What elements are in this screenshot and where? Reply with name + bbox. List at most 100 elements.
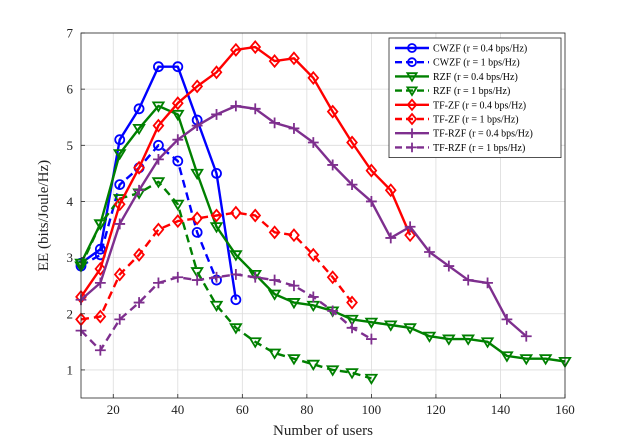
data-point — [172, 61, 184, 73]
data-point — [519, 354, 534, 366]
legend-entry: RZF (r = 0.4 bps/Hz) — [395, 72, 518, 83]
data-point — [307, 137, 319, 148]
legend-label: TF-ZF (r = 0.4 bps/Hz) — [433, 100, 526, 111]
data-point — [482, 277, 493, 289]
data-point — [113, 197, 126, 212]
legend-marker — [407, 43, 417, 53]
series-line — [80, 65, 238, 300]
data-point — [210, 65, 223, 80]
series-line — [80, 104, 528, 338]
data-point — [249, 271, 261, 283]
data-point — [172, 271, 184, 283]
legend-entry: TF-ZF (r = 0.4 bps/Hz) — [395, 98, 526, 112]
data-point — [229, 42, 242, 57]
data-point — [424, 246, 435, 258]
data-point — [288, 228, 300, 243]
data-point — [346, 295, 358, 310]
data-point — [480, 337, 495, 349]
data-point — [94, 243, 106, 255]
x-tick-label: 80 — [300, 402, 313, 417]
legend-box — [388, 37, 562, 158]
data-point — [151, 177, 166, 189]
data-point — [211, 271, 222, 283]
legend-entry: CWZF (r = 0.4 bps/Hz) — [395, 43, 527, 55]
data-point — [248, 337, 263, 349]
data-point — [133, 160, 145, 175]
data-point — [171, 96, 184, 111]
data-point — [230, 294, 242, 306]
y-tick-label: 1 — [67, 362, 74, 377]
data-point — [172, 134, 184, 146]
data-point — [172, 155, 184, 167]
y-tick-label: 5 — [67, 138, 74, 153]
legend-marker — [407, 142, 417, 153]
data-point — [94, 261, 107, 276]
legend-marker — [405, 86, 419, 97]
plot-frame — [80, 32, 566, 399]
y-tick-label: 7 — [67, 26, 74, 41]
data-point — [287, 298, 301, 310]
x-axis-label: Number of users — [273, 423, 373, 439]
data-point — [190, 168, 204, 181]
data-point — [229, 323, 243, 335]
data-point — [442, 334, 456, 346]
data-point — [500, 351, 514, 363]
data-point — [269, 117, 280, 129]
x-tick-label: 40 — [171, 402, 184, 417]
data-point — [114, 218, 126, 230]
y-tick-label: 6 — [67, 82, 74, 97]
data-point — [209, 222, 224, 234]
data-point — [171, 109, 185, 122]
data-point — [346, 322, 358, 334]
data-point — [93, 219, 108, 231]
data-point — [153, 139, 164, 151]
data-point — [306, 359, 321, 371]
data-point — [325, 365, 340, 377]
data-point — [268, 54, 281, 69]
data-point — [364, 317, 379, 329]
legend-entry: CWZF (r = 1 bps/Hz) — [395, 57, 520, 69]
data-point — [153, 61, 164, 73]
legend-marker — [407, 57, 417, 68]
series-8 — [75, 269, 377, 356]
data-point — [191, 211, 204, 226]
data-point — [190, 267, 204, 279]
legend-marker — [406, 98, 418, 112]
data-point — [249, 208, 262, 223]
data-point — [383, 320, 398, 332]
data-point — [113, 267, 126, 282]
series-7 — [75, 100, 532, 342]
legend-marker — [406, 112, 418, 126]
data-point — [364, 373, 379, 386]
data-point — [153, 277, 164, 289]
data-point — [520, 330, 532, 342]
data-point — [538, 354, 553, 366]
legend-entry: TF-ZF (r = 1 bps/Hz) — [395, 112, 519, 126]
data-point — [345, 314, 359, 327]
data-point — [307, 291, 319, 303]
data-point — [422, 331, 437, 343]
data-point — [230, 269, 242, 280]
x-tick-label: 140 — [491, 402, 511, 417]
data-point — [94, 309, 107, 324]
data-point — [209, 300, 224, 313]
data-point — [404, 228, 417, 243]
data-point — [327, 305, 339, 317]
data-point — [307, 247, 320, 262]
data-point — [94, 344, 106, 356]
data-point — [211, 167, 222, 179]
data-point — [249, 103, 261, 115]
data-point — [191, 274, 203, 286]
data-point — [230, 100, 242, 112]
data-point — [268, 225, 281, 240]
data-point — [288, 280, 300, 292]
data-point — [229, 205, 242, 220]
data-point — [267, 289, 282, 301]
data-point — [114, 134, 126, 146]
legend-label: CWZF (r = 0.4 bps/Hz) — [433, 44, 527, 55]
legend: CWZF (r = 0.4 bps/Hz) CWZF (r = 1 bps/Hz)… — [388, 37, 562, 158]
data-point — [269, 274, 280, 286]
data-point — [171, 199, 185, 211]
data-point — [152, 118, 165, 133]
data-point — [443, 260, 455, 272]
